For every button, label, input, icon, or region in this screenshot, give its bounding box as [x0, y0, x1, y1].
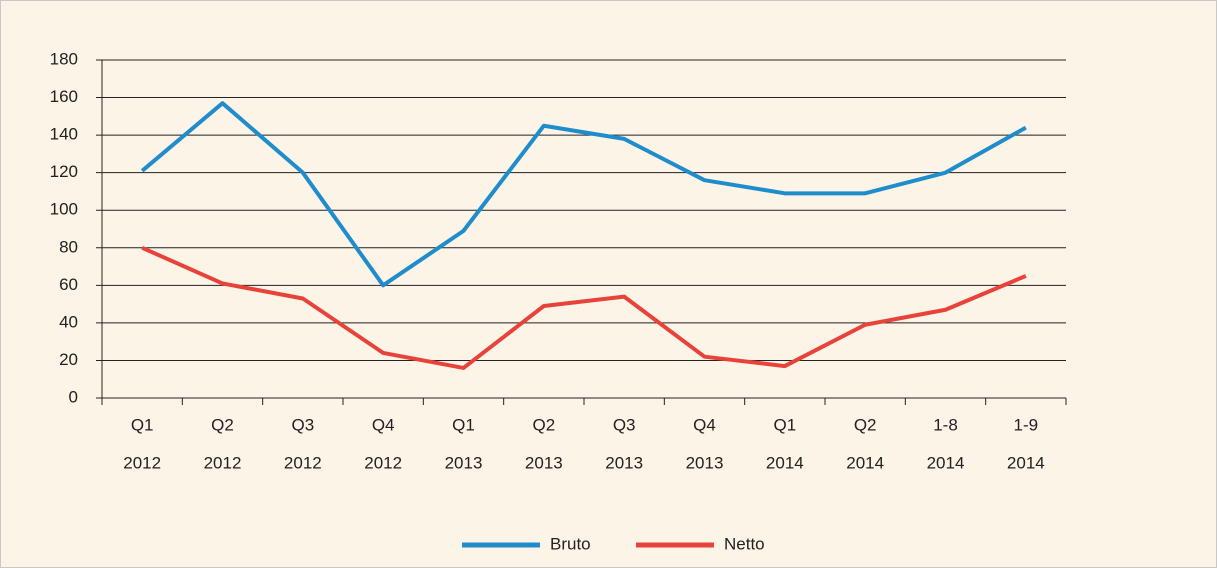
x-tick-label: 2014 — [1007, 453, 1045, 472]
x-tick-label: 1-9 — [1014, 415, 1039, 434]
y-tick-label: 40 — [59, 312, 78, 331]
x-tick-label: Q3 — [291, 415, 314, 434]
data-line — [140, 101, 1027, 288]
x-tick-label: 2013 — [525, 453, 563, 472]
x-tick-label: Q1 — [773, 415, 796, 434]
x-tick-label: 2014 — [927, 453, 965, 472]
y-tick-label: 140 — [50, 125, 78, 144]
x-tick-label: 2013 — [686, 453, 724, 472]
x-tick-label: 2013 — [445, 453, 483, 472]
x-tick-label: 2014 — [766, 453, 804, 472]
y-tick-label: 60 — [59, 275, 78, 294]
x-tick-label: Q3 — [613, 415, 636, 434]
x-tick-label: Q2 — [854, 415, 877, 434]
data-line — [141, 245, 1027, 370]
y-tick-label: 80 — [59, 237, 78, 256]
x-tick-label: 2012 — [284, 453, 322, 472]
legend-label: Netto — [724, 534, 765, 553]
y-tick-label: 100 — [50, 200, 78, 219]
x-tick-label: 2014 — [846, 453, 884, 472]
y-tick-label: 180 — [50, 49, 78, 68]
legend-label: Bruto — [550, 534, 591, 553]
y-tick-label: 20 — [59, 350, 78, 369]
x-tick-label: Q4 — [693, 415, 716, 434]
x-tick-label: 2012 — [364, 453, 402, 472]
x-tick-label: 2012 — [204, 453, 242, 472]
x-tick-label: 2012 — [123, 453, 161, 472]
y-tick-label: 120 — [50, 162, 78, 181]
y-tick-label: 160 — [50, 87, 78, 106]
x-tick-label: 1-8 — [933, 415, 958, 434]
x-tick-label: Q1 — [131, 415, 154, 434]
x-tick-label: 2013 — [605, 453, 643, 472]
x-tick-label: Q2 — [211, 415, 234, 434]
x-tick-label: Q1 — [452, 415, 475, 434]
x-tick-label: Q2 — [532, 415, 555, 434]
y-tick-label: 0 — [69, 387, 78, 406]
x-tick-label: Q4 — [372, 415, 395, 434]
